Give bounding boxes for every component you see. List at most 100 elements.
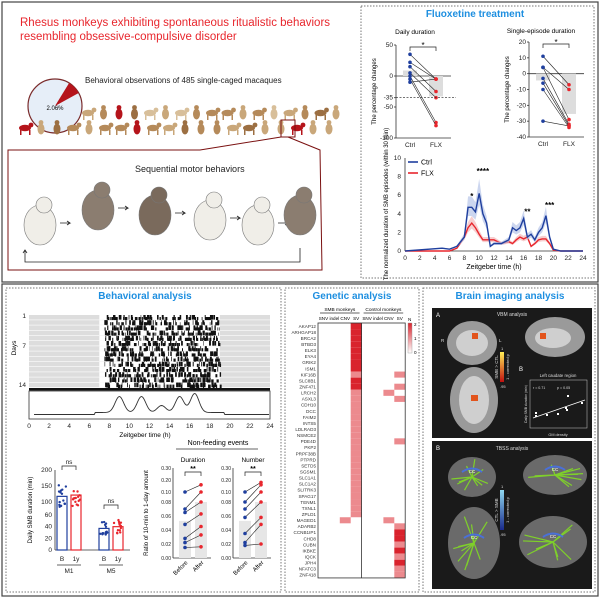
smb-bout bbox=[153, 332, 155, 338]
smb-bout bbox=[110, 358, 113, 364]
heatmap-cell bbox=[350, 359, 362, 366]
gene-label: SLC1A2 bbox=[299, 482, 317, 487]
smb-bout bbox=[104, 361, 106, 367]
arrow-right-icon bbox=[175, 210, 187, 216]
smb-bout bbox=[125, 369, 128, 374]
y-tick-label: 0.08 bbox=[161, 500, 171, 506]
data-point bbox=[74, 496, 77, 500]
smb-bout bbox=[172, 348, 173, 353]
monkey-head-icon bbox=[215, 107, 221, 113]
smb-bout bbox=[205, 335, 208, 341]
gene-label: SGSM1 bbox=[300, 469, 317, 474]
smb-bout bbox=[141, 363, 144, 369]
smb-bout bbox=[168, 325, 171, 330]
smb-bout bbox=[163, 343, 165, 348]
x-tick-label: 18 bbox=[206, 423, 214, 430]
smb-bout bbox=[141, 353, 144, 358]
smb-bout bbox=[200, 332, 202, 338]
y-tick-label: 0 bbox=[397, 248, 401, 255]
single-episode-title: Single-episode duration bbox=[507, 28, 576, 35]
smb-bout bbox=[106, 346, 108, 351]
smb-bout bbox=[180, 325, 182, 330]
smb-bout bbox=[202, 361, 206, 367]
smb-bout bbox=[166, 363, 169, 369]
monkey-head bbox=[253, 196, 271, 214]
smb-bout bbox=[195, 369, 198, 374]
smb-bout bbox=[104, 348, 106, 353]
smb-bout bbox=[180, 372, 183, 377]
white-matter-tract bbox=[471, 476, 489, 485]
smb-bout bbox=[160, 363, 162, 369]
gene-label: LDLRAD3 bbox=[295, 427, 316, 432]
smb-bout bbox=[125, 361, 127, 367]
heatmap-cell bbox=[394, 571, 406, 578]
smb-bout bbox=[106, 356, 109, 362]
smb-bout bbox=[109, 358, 112, 364]
smb-bout bbox=[146, 330, 149, 336]
smb-bout bbox=[138, 330, 141, 336]
heatmap-cell bbox=[350, 389, 362, 396]
heatmap-cell bbox=[394, 395, 406, 402]
monkey-head-icon bbox=[302, 105, 308, 110]
smb-bout bbox=[188, 372, 192, 377]
heatmap-cell bbox=[394, 541, 406, 548]
monkey-leg bbox=[145, 115, 147, 120]
smb-bout bbox=[176, 361, 178, 367]
smb-bout bbox=[180, 361, 183, 367]
data-point bbox=[75, 503, 78, 506]
smb-bout bbox=[172, 337, 174, 343]
smb-bout bbox=[145, 322, 148, 327]
monkey-head-icon bbox=[214, 120, 220, 125]
smb-bout bbox=[197, 367, 200, 372]
ctrl-point bbox=[408, 52, 412, 57]
smb-bout bbox=[134, 353, 137, 358]
smb-bout bbox=[118, 335, 120, 341]
vbm-title: VBM analysis bbox=[497, 312, 528, 318]
smb-bout bbox=[197, 330, 200, 336]
smb-bout bbox=[119, 315, 122, 320]
significance-bracket bbox=[61, 465, 77, 470]
smb-bout bbox=[177, 325, 179, 330]
non-feeding-title: Non-feeding events bbox=[188, 440, 249, 447]
ctrl-point bbox=[541, 76, 545, 81]
after-point bbox=[259, 483, 263, 487]
smb-bout bbox=[187, 372, 189, 377]
smb-bout bbox=[161, 351, 164, 356]
smb-bout bbox=[202, 330, 205, 336]
smb-bout bbox=[166, 356, 168, 362]
y-tick-label: 4 bbox=[397, 211, 401, 218]
smb-bout bbox=[213, 369, 217, 374]
white-matter-tract bbox=[554, 473, 579, 476]
monkey-head-icon bbox=[38, 120, 44, 125]
smb-bout bbox=[210, 351, 214, 356]
smb-bout bbox=[121, 330, 123, 336]
day-tick-label: 7 bbox=[22, 343, 26, 350]
smb-bout bbox=[187, 358, 189, 364]
y-tick-label: 0 bbox=[48, 547, 52, 554]
smb-bout bbox=[137, 374, 139, 379]
smb-bout bbox=[195, 348, 198, 353]
legend-tick: 2 bbox=[414, 322, 417, 327]
y-tick-label: 8 bbox=[397, 174, 401, 181]
smb-bout bbox=[192, 361, 194, 367]
smb-bout bbox=[166, 372, 169, 377]
smb-bout bbox=[118, 341, 122, 346]
y-tick-label: 0.04 bbox=[161, 528, 171, 534]
regression-line bbox=[532, 399, 586, 419]
y-tick-label: 0.10 bbox=[221, 490, 231, 496]
flx-point bbox=[567, 82, 571, 87]
monkey-leg bbox=[83, 115, 85, 120]
monkey-leg bbox=[176, 115, 178, 120]
smb-bout bbox=[197, 377, 199, 382]
smb-bout bbox=[173, 367, 176, 372]
smb-bout bbox=[150, 374, 152, 379]
ctrl-point bbox=[408, 74, 412, 78]
smb-bout bbox=[213, 335, 215, 341]
monkey-icon bbox=[193, 108, 200, 120]
y-tick-label: 20 bbox=[519, 39, 527, 46]
smb-bout bbox=[218, 332, 219, 338]
smb-bout bbox=[182, 379, 185, 384]
smb-bout bbox=[135, 317, 138, 322]
smb-bout bbox=[127, 374, 129, 379]
